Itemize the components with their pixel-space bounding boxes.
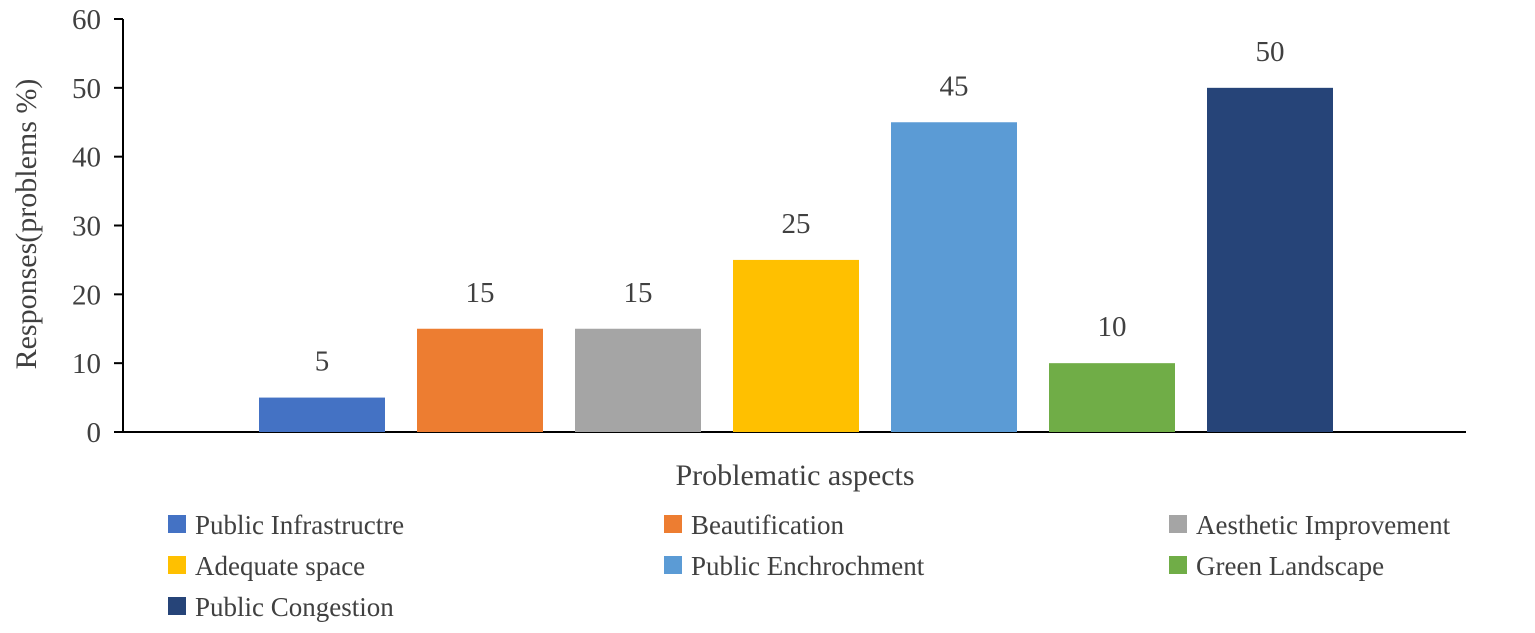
legend-swatch xyxy=(1169,515,1187,533)
legend-label: Aesthetic Improvement xyxy=(1196,510,1451,540)
bar-value-label: 50 xyxy=(1256,36,1285,68)
y-tick-label: 20 xyxy=(72,279,101,311)
bar-value-label: 45 xyxy=(940,70,969,102)
bar-value-label: 10 xyxy=(1098,311,1127,343)
legend-item: Aesthetic Improvement xyxy=(1169,510,1451,540)
bar xyxy=(733,259,859,432)
legend-item: Adequate space xyxy=(168,551,365,581)
legend-swatch xyxy=(1169,556,1187,574)
y-tick-label: 0 xyxy=(87,417,102,449)
bar xyxy=(575,328,701,432)
legend-swatch xyxy=(168,597,186,615)
x-axis-title: Problematic aspects xyxy=(675,459,914,492)
legend-item: Beautification xyxy=(664,510,844,540)
legend-swatch xyxy=(168,556,186,574)
y-axis: 0 10 20 30 40 50 60 xyxy=(72,4,124,449)
y-tick-label: 50 xyxy=(72,73,101,105)
legend-swatch xyxy=(664,556,682,574)
bar xyxy=(417,328,543,432)
y-tick-label: 10 xyxy=(72,348,101,380)
bar xyxy=(1049,363,1175,432)
bar-value-label: 5 xyxy=(315,346,330,378)
bar xyxy=(259,397,385,432)
legend-label: Beautification xyxy=(691,510,844,540)
bars xyxy=(259,87,1333,432)
y-axis-title: Responses(problems %) xyxy=(10,79,43,370)
legend-item: Green Landscape xyxy=(1169,551,1384,581)
legend-item: Public Infrastructre xyxy=(168,510,404,540)
legend-item: Public Enchrochment xyxy=(664,551,925,581)
bar-value-label: 15 xyxy=(624,277,653,309)
legend-label: Public Infrastructre xyxy=(195,510,404,540)
legend-swatch xyxy=(664,515,682,533)
bar xyxy=(1207,87,1333,432)
legend-label: Adequate space xyxy=(195,551,365,581)
data-labels: 5 15 15 25 45 10 50 xyxy=(315,36,1285,378)
legend-swatch xyxy=(168,515,186,533)
legend-label: Public Enchrochment xyxy=(691,551,925,581)
bar-value-label: 15 xyxy=(466,277,495,309)
bar-value-label: 25 xyxy=(782,208,811,240)
y-tick-label: 30 xyxy=(72,211,101,243)
legend-label: Public Congestion xyxy=(195,592,394,622)
y-tick-label: 40 xyxy=(72,142,101,174)
y-tick-label: 60 xyxy=(72,4,101,36)
bar xyxy=(891,122,1017,432)
legend-item: Public Congestion xyxy=(168,592,394,622)
legend-label: Green Landscape xyxy=(1196,551,1384,581)
legend: Public Infrastructre Beautification Aesthe… xyxy=(168,510,1451,622)
